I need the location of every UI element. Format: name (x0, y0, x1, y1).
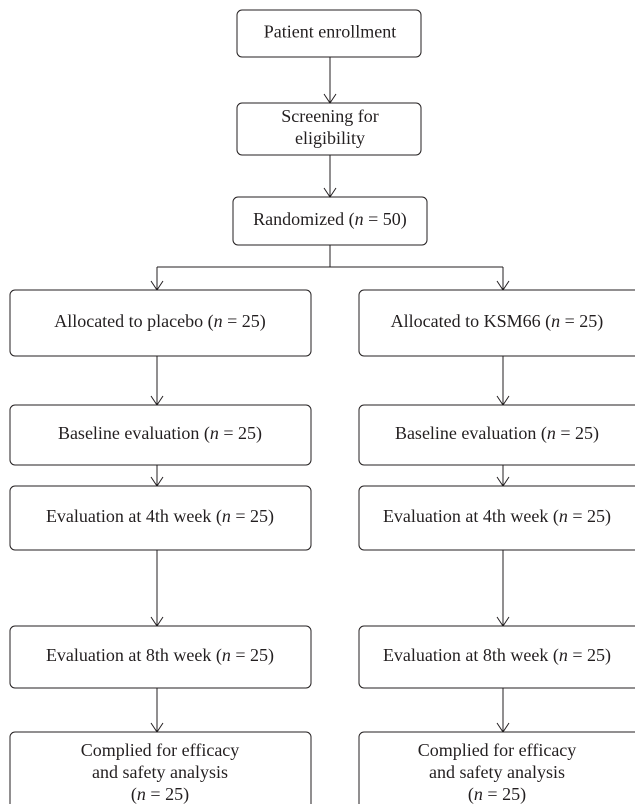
label-part: = 25) (568, 645, 611, 666)
label-part: Complied for efficacy (81, 740, 240, 760)
label-part: and safety analysis (429, 762, 565, 782)
label-part: = 25) (560, 311, 603, 332)
label: (n = 25) (131, 784, 189, 804)
label-part: = 25) (146, 784, 189, 804)
label: Complied for efficacy (81, 740, 240, 760)
label: Evaluation at 8th week (n = 25) (383, 645, 611, 666)
label-part: n (222, 506, 231, 526)
label-part: n (551, 311, 560, 331)
box (9, 731, 312, 804)
label-part: Baseline evaluation ( (395, 423, 547, 444)
label: Allocated to KSM66 (n = 25) (391, 311, 604, 332)
label: Randomized (n = 50) (253, 209, 407, 230)
label-part: n (210, 423, 219, 443)
label-part: n (559, 506, 568, 526)
label: (n = 25) (468, 784, 526, 804)
box (358, 625, 635, 689)
label-part: ( (468, 784, 474, 804)
label-part: Screening for (281, 106, 378, 126)
label: and safety analysis (429, 762, 565, 782)
label-part: Allocated to placebo ( (54, 311, 213, 332)
label-part: Randomized ( (253, 209, 354, 230)
box (236, 102, 422, 156)
label-part: n (222, 645, 231, 665)
label-part: Evaluation at 8th week ( (46, 645, 222, 666)
label-part: Patient enrollment (264, 22, 396, 42)
label-part: = 25) (231, 645, 274, 666)
box (9, 404, 312, 466)
label-part: Evaluation at 4th week ( (383, 506, 559, 527)
label-part: and safety analysis (92, 762, 228, 782)
arrow-head (323, 93, 337, 104)
label-part: Baseline evaluation ( (58, 423, 210, 444)
box (358, 289, 635, 357)
label-part: Complied for efficacy (418, 740, 577, 760)
label-part: Allocated to KSM66 ( (391, 311, 551, 332)
label: Patient enrollment (264, 22, 396, 42)
label-part: = 25) (556, 423, 599, 444)
box (236, 9, 422, 58)
label: Evaluation at 4th week (n = 25) (383, 506, 611, 527)
label-part: = 25) (568, 506, 611, 527)
box (358, 485, 635, 551)
label-part: n (214, 311, 223, 331)
label: Evaluation at 8th week (n = 25) (46, 645, 274, 666)
label-part: = 25) (231, 506, 274, 527)
box (358, 404, 635, 466)
label: Baseline evaluation (n = 25) (58, 423, 262, 444)
label: Complied for efficacy (418, 740, 577, 760)
label-part: n (559, 645, 568, 665)
box (9, 289, 312, 357)
arrow-head (323, 187, 337, 198)
label-part: Evaluation at 8th week ( (383, 645, 559, 666)
label-part: n (474, 784, 483, 804)
label: Screening for (281, 106, 378, 126)
label: Allocated to placebo (n = 25) (54, 311, 266, 332)
label-part: ( (131, 784, 137, 804)
label-part: n (137, 784, 146, 804)
label-part: = 50) (364, 209, 407, 230)
label-part: = 25) (223, 311, 266, 332)
label-part: n (355, 209, 364, 229)
label-part: = 25) (483, 784, 526, 804)
label: Evaluation at 4th week (n = 25) (46, 506, 274, 527)
label: eligibility (295, 128, 365, 148)
box (9, 625, 312, 689)
label-part: n (547, 423, 556, 443)
box (9, 485, 312, 551)
label-part: eligibility (295, 128, 365, 148)
label-part: Evaluation at 4th week ( (46, 506, 222, 527)
label-part: = 25) (219, 423, 262, 444)
label: Baseline evaluation (n = 25) (395, 423, 599, 444)
box (358, 731, 635, 804)
label: and safety analysis (92, 762, 228, 782)
